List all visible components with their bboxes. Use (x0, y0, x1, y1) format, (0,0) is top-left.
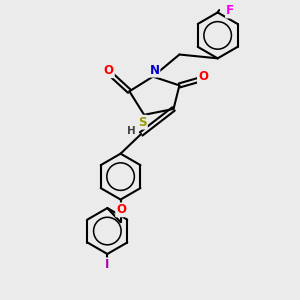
Text: F: F (226, 4, 234, 17)
Text: O: O (116, 203, 126, 216)
Text: I: I (105, 258, 110, 272)
Text: O: O (104, 64, 114, 77)
Text: H: H (128, 126, 136, 136)
Text: S: S (138, 116, 147, 129)
Text: N: N (149, 64, 159, 76)
Text: O: O (198, 70, 208, 83)
